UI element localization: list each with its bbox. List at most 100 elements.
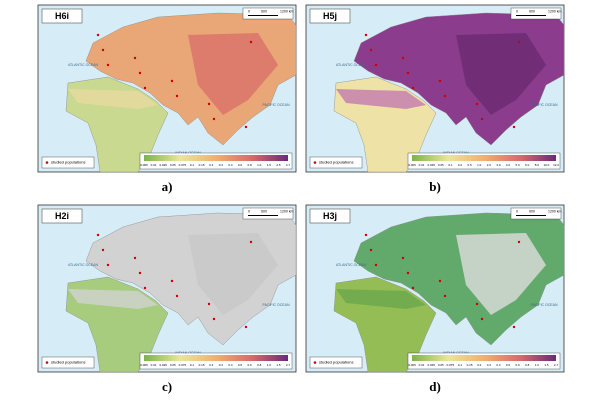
population-dot bbox=[244, 125, 248, 129]
color-bar-tick: 2.0 bbox=[487, 163, 492, 167]
title-box bbox=[309, 8, 351, 24]
population-dot bbox=[374, 63, 378, 67]
color-bar-tick: 0.025 bbox=[427, 363, 435, 367]
color-bar-tick: 1.5 bbox=[544, 363, 549, 367]
scale-label: 600 bbox=[529, 9, 535, 13]
population-dot bbox=[106, 63, 110, 67]
population-dot bbox=[438, 79, 442, 83]
color-bar-tick: 4.0 bbox=[506, 163, 511, 167]
legend-label: studied populations bbox=[319, 360, 353, 365]
population-dot bbox=[175, 94, 179, 98]
legend-dot bbox=[313, 361, 317, 364]
ocean-label: PACIFIC OCEAN bbox=[531, 303, 558, 307]
color-bar-tick: 0.025 bbox=[427, 163, 435, 167]
color-bar-tick: 0.025 bbox=[159, 163, 167, 167]
color-bar-tick: 1.0 bbox=[477, 163, 482, 167]
population-dot bbox=[443, 94, 447, 98]
color-bar-tick: 0.8 bbox=[525, 363, 530, 367]
color-bar-tick: 6.0 bbox=[525, 163, 530, 167]
scale-label: 0 bbox=[248, 9, 250, 13]
panel-title: H6i bbox=[55, 11, 69, 21]
population-dot bbox=[517, 240, 521, 244]
population-dot bbox=[207, 102, 211, 106]
color-bar-tick: 3.0 bbox=[496, 163, 501, 167]
population-dot bbox=[249, 40, 253, 44]
scale-box bbox=[510, 207, 562, 220]
land-region bbox=[188, 33, 278, 115]
population-dot bbox=[207, 302, 211, 306]
scale-box bbox=[510, 7, 562, 20]
ocean-label: ATLANTIC OCEAN bbox=[68, 263, 99, 267]
color-bar-tick: 0.5 bbox=[506, 363, 511, 367]
legend-label: studied populations bbox=[319, 160, 353, 165]
color-bar-tick: 0.15 bbox=[467, 363, 473, 367]
panel-caption: d) bbox=[429, 379, 441, 394]
color-bar-tick: 0.1 bbox=[448, 163, 453, 167]
population-dot bbox=[133, 56, 137, 60]
legend-box bbox=[309, 156, 363, 169]
title-box bbox=[41, 208, 83, 224]
color-bar-tick: 0.05 bbox=[438, 163, 444, 167]
panel-caption: a) bbox=[162, 179, 173, 194]
ocean-label: ATLANTIC OCEAN bbox=[336, 263, 367, 267]
panel-caption: c) bbox=[162, 379, 172, 394]
panel-title: H3j bbox=[323, 211, 337, 221]
color-bar-tick: 0.5 bbox=[238, 363, 243, 367]
scale-label: 0 bbox=[248, 209, 250, 213]
ocean-label: PACIFIC OCEAN bbox=[263, 103, 290, 107]
ocean-label: PACIFIC OCEAN bbox=[263, 303, 290, 307]
color-bar-tick: 0.005 bbox=[140, 363, 148, 367]
scale-box bbox=[242, 207, 294, 220]
population-dot bbox=[411, 286, 415, 290]
color-bar-tick: 0.8 bbox=[257, 363, 262, 367]
population-dot bbox=[374, 263, 378, 267]
ocean-label: ATLANTIC OCEAN bbox=[336, 63, 367, 67]
population-dot bbox=[443, 294, 447, 298]
color-bar-tick: 0.2 bbox=[477, 363, 482, 367]
population-dot bbox=[212, 117, 216, 121]
legend-dot bbox=[313, 161, 317, 164]
color-bar-tick: 0.05 bbox=[170, 163, 176, 167]
population-dot bbox=[401, 256, 405, 260]
color-bar-tick: 0.01 bbox=[419, 363, 425, 367]
scale-label: 600 bbox=[261, 209, 267, 213]
color-bar-tick: 0.6 bbox=[516, 363, 521, 367]
panel-title: H2i bbox=[55, 211, 69, 221]
color-bar-tick: 1.5 bbox=[267, 163, 272, 167]
population-dot bbox=[475, 302, 479, 306]
color-bar-tick: 2.5 bbox=[276, 163, 281, 167]
color-bar-tick: 1.0 bbox=[257, 163, 262, 167]
color-bar-tick: 0.4 bbox=[228, 163, 233, 167]
color-bar-tick: 1.5 bbox=[276, 363, 281, 367]
color-bar-tick: 5.0 bbox=[516, 163, 521, 167]
population-dot bbox=[411, 86, 415, 90]
population-dot bbox=[480, 317, 484, 321]
population-dot bbox=[138, 271, 142, 275]
color-bar-tick: 1.0 bbox=[535, 363, 540, 367]
color-bar-tick: 0.01 bbox=[151, 363, 157, 367]
panel-title: H5j bbox=[323, 11, 337, 21]
color-bar-tick: 0.15 bbox=[199, 363, 205, 367]
color-bar-tick: 0.3 bbox=[487, 363, 492, 367]
color-bar-tick: 0.01 bbox=[419, 163, 425, 167]
color-bar-tick: 0.005 bbox=[140, 163, 148, 167]
scale-label: 600 bbox=[529, 209, 535, 213]
population-dot bbox=[170, 279, 174, 283]
population-dot bbox=[369, 248, 373, 252]
color-bar-tick: 12.0 bbox=[553, 163, 559, 167]
color-bar-tick: 1.0 bbox=[267, 363, 272, 367]
color-bar-tick: 0.005 bbox=[408, 363, 416, 367]
color-bar-tick: 0.3 bbox=[219, 363, 224, 367]
scale-label: 0 bbox=[516, 9, 518, 13]
color-bar-tick: 0.05 bbox=[438, 363, 444, 367]
land-band bbox=[336, 289, 426, 309]
color-bar-tick: 0.15 bbox=[199, 163, 205, 167]
scale-label: 1200 km bbox=[548, 209, 562, 213]
legend-label: studied populations bbox=[51, 360, 85, 365]
population-dot bbox=[212, 317, 216, 321]
population-dot bbox=[170, 79, 174, 83]
color-bar-tick: 0.3 bbox=[219, 163, 224, 167]
color-bar-tick: 10.0 bbox=[543, 163, 549, 167]
legend-box bbox=[309, 356, 363, 369]
